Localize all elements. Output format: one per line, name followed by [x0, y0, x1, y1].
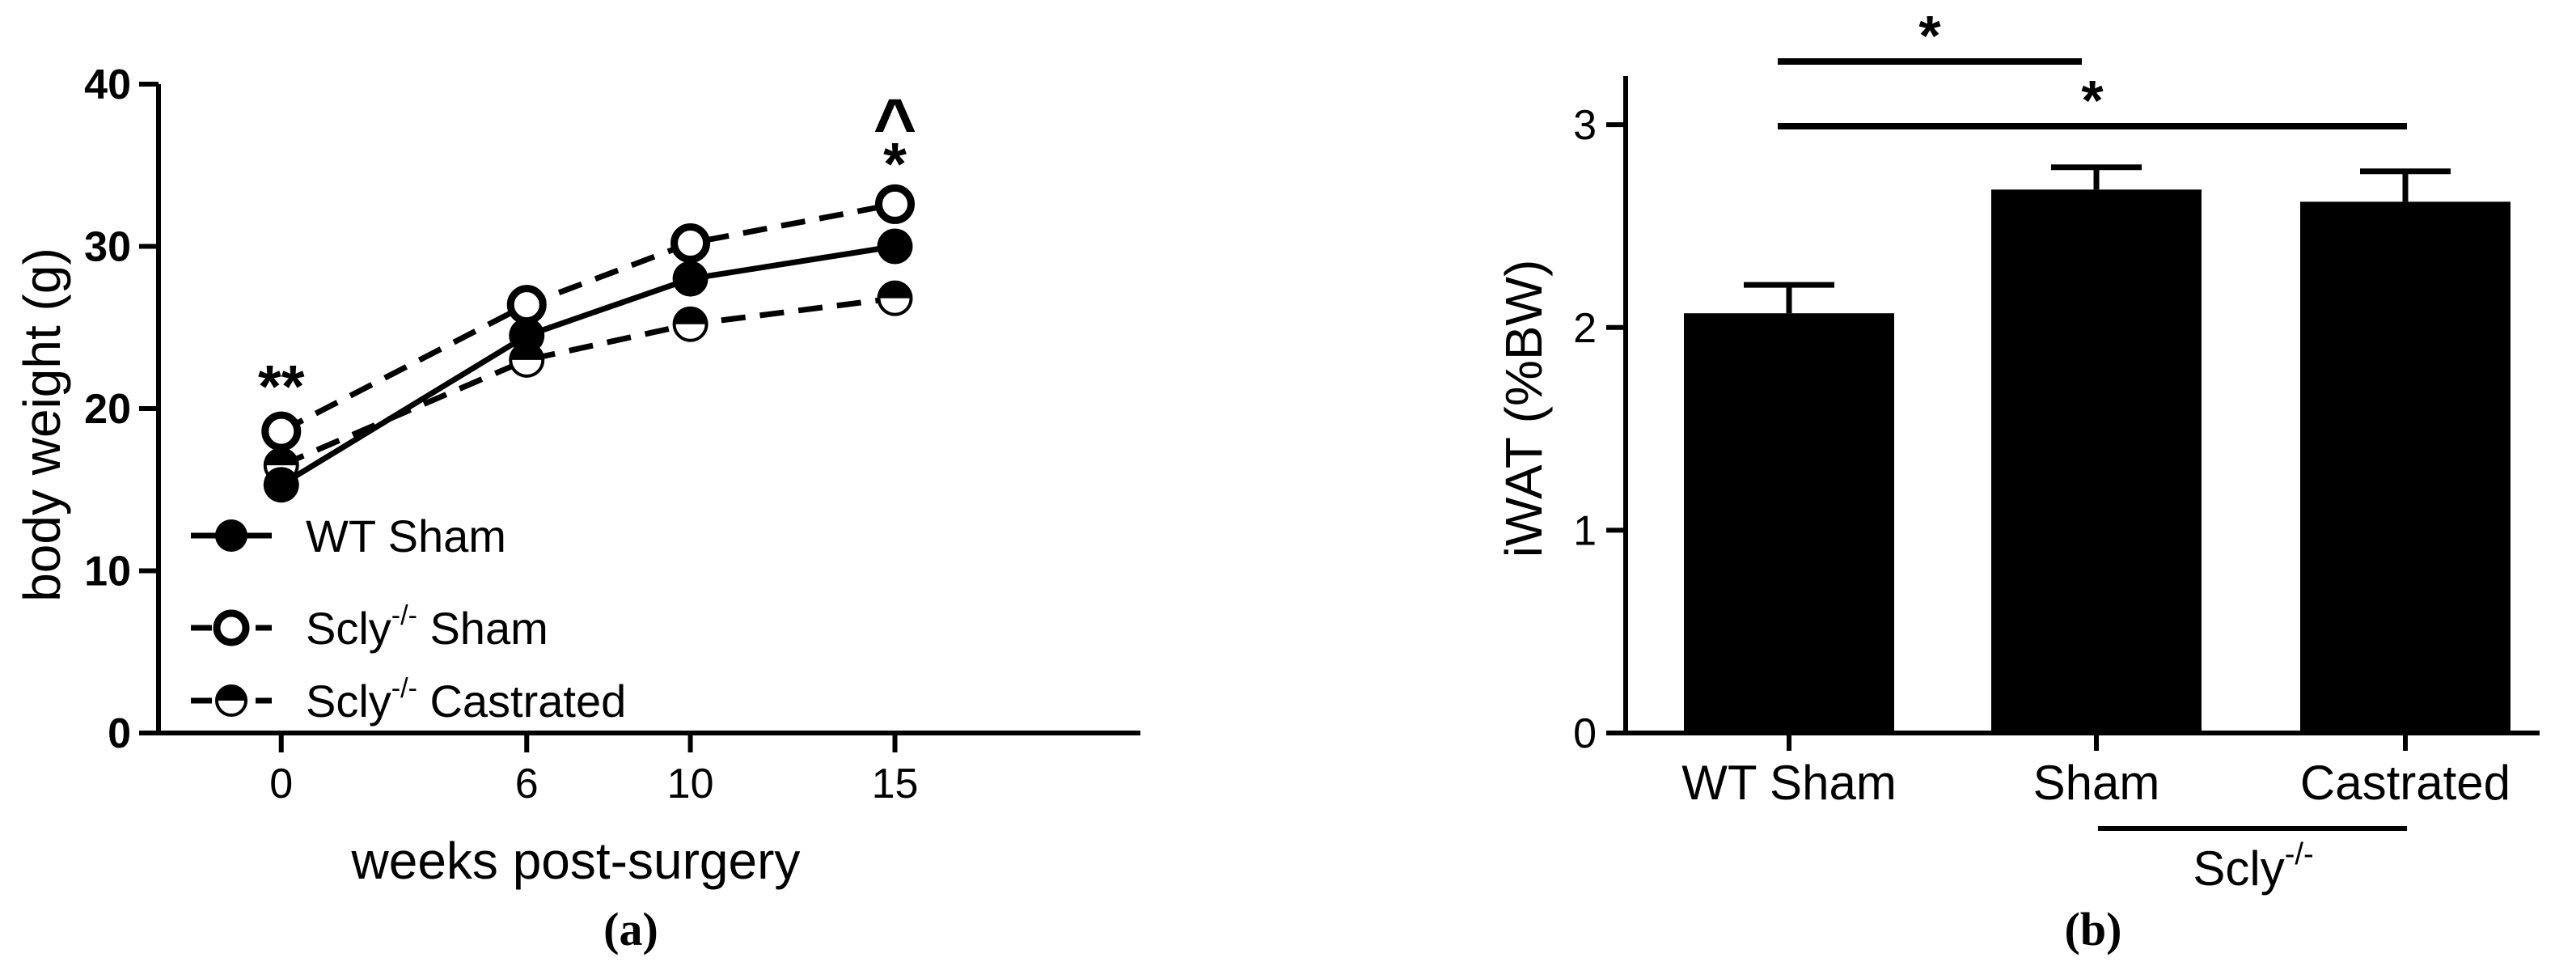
legend-label-main: Scly	[306, 676, 391, 727]
y-tick-label: 1	[1573, 507, 1597, 554]
x-tick-label: 6	[515, 761, 539, 807]
y-axis-title: body weight (g)	[13, 248, 71, 602]
group-label-superscript: -/-	[2285, 837, 2314, 871]
significance-star-1: *	[2081, 69, 2104, 132]
x-tick-label-0: WT Sham	[1681, 756, 1897, 810]
legend-label-0: WT Sham	[306, 511, 506, 561]
x-tick-label: 15	[872, 761, 919, 807]
data-point-open	[261, 411, 302, 451]
panel-b-bar-chart: 0 1 2 3 iWAT (%BW) WT Sham Sham Castrated Scly-/…	[1495, 4, 2540, 955]
legend-label-tail: Castrated	[417, 676, 626, 727]
legend-label-main: WT Sham	[306, 511, 506, 561]
data-point-filled	[215, 519, 247, 552]
panel-label-a: (a)	[603, 903, 658, 955]
panel-label-b: (b)	[2065, 903, 2122, 955]
data-point-filled	[877, 228, 913, 265]
data-point-open	[506, 285, 547, 325]
group-label-main: Scly	[2193, 841, 2284, 896]
legend-label-superscript: -/-	[391, 600, 417, 631]
data-point-open	[875, 184, 915, 224]
y-tick-label: 10	[84, 549, 131, 595]
data-point-half-fill	[264, 449, 298, 466]
data-point-open	[213, 609, 250, 646]
series-line-1	[280, 201, 896, 434]
panel-a-line-chart: 0 10 20 30 40 0 6 10 15 weeks post-surgery body we…	[13, 61, 1140, 955]
legend-label-superscript: -/-	[391, 673, 417, 704]
significance-annotation: *	[883, 130, 907, 197]
data-point-half-fill	[217, 686, 246, 701]
y-tick-label: 0	[108, 710, 131, 757]
legend-label-main: Scly	[306, 603, 391, 654]
y-tick-label: 3	[1573, 102, 1597, 149]
x-tick-label: 10	[667, 761, 714, 807]
bar-2	[2300, 201, 2510, 734]
series-line-0	[279, 244, 896, 488]
significance-annotation: **	[258, 353, 305, 420]
bar-0	[1684, 313, 1894, 733]
significance-star-0: *	[1918, 4, 1941, 67]
x-tick-label-2: Castrated	[2300, 756, 2510, 810]
data-point-filled	[672, 261, 709, 297]
legend-label-2: Scly-/- Castrated	[306, 673, 626, 727]
x-axis-title: weeks post-surgery	[351, 832, 801, 890]
data-point-filled	[263, 467, 299, 503]
data-point-half-fill	[878, 282, 912, 299]
significance-annotation: ^	[873, 84, 917, 167]
series-line-2	[280, 295, 895, 468]
data-point-filled	[509, 317, 545, 354]
data-point-half-fill	[674, 307, 707, 324]
y-axis-title: iWAT (%BW)	[1495, 260, 1553, 558]
legend-label-tail: Sham	[417, 603, 548, 654]
x-tick-label: 0	[269, 761, 293, 807]
y-tick-label: 0	[1573, 710, 1597, 757]
y-tick-label: 40	[84, 61, 131, 108]
bar-1	[1991, 189, 2202, 733]
x-tick-label-1: Sham	[2033, 756, 2160, 810]
data-point-open	[670, 222, 711, 263]
y-tick-label: 2	[1573, 305, 1597, 352]
y-tick-label: 20	[84, 386, 131, 433]
y-tick-label: 30	[84, 224, 131, 271]
group-label: Scly-/-	[2193, 837, 2313, 896]
legend-label-1: Scly-/- Sham	[306, 600, 548, 654]
